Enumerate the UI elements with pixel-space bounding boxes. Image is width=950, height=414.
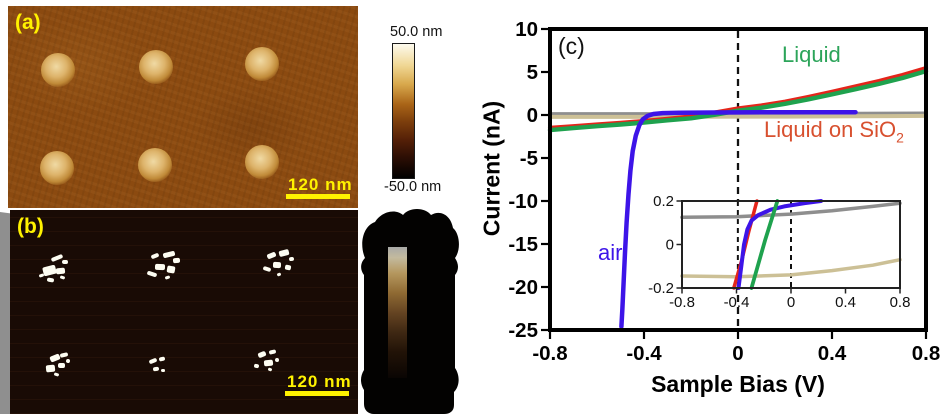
inset-x-tick-label: -0.4 bbox=[724, 294, 750, 311]
conductive-speck bbox=[57, 362, 66, 369]
nanoparticle-dot bbox=[40, 151, 74, 185]
colorbar-min-label: -50.0 nm bbox=[384, 179, 442, 195]
colorbar-gradient bbox=[392, 43, 415, 179]
y-axis-tick-label: -15 bbox=[508, 233, 538, 256]
nanoparticle-dot bbox=[245, 47, 279, 81]
y-axis-tick-label: -5 bbox=[520, 147, 538, 170]
conductive-speck bbox=[263, 359, 274, 367]
conductive-speck bbox=[268, 349, 277, 355]
conductive-speck bbox=[53, 372, 60, 377]
current-colorbar-gradient bbox=[388, 247, 407, 378]
y-axis-tick-label: -20 bbox=[508, 276, 538, 299]
conductive-speck bbox=[38, 273, 45, 278]
legend-liquid-on-sio2: Liquid on SiO2 bbox=[764, 117, 904, 146]
legend-air: air bbox=[598, 240, 623, 265]
sio2-subscript: 2 bbox=[896, 129, 904, 146]
conductive-speck bbox=[150, 252, 160, 260]
conductive-speck bbox=[42, 264, 57, 277]
x-axis-tick-label: -0.8 bbox=[532, 342, 567, 365]
panel-c-label: (c) bbox=[558, 33, 585, 59]
conductive-speck bbox=[55, 267, 66, 275]
inset-y-tick-label: -0.2 bbox=[648, 280, 674, 297]
scalebar-a-bar bbox=[286, 194, 350, 199]
x-axis-tick-label: 0.8 bbox=[912, 342, 941, 365]
conductive-speck bbox=[266, 251, 277, 260]
panel-b-label: (b) bbox=[17, 215, 44, 238]
plot-border bbox=[548, 27, 928, 332]
curve-air-blue bbox=[619, 109, 858, 329]
inset-x-tick-label: -0.8 bbox=[669, 294, 695, 311]
conductive-speck bbox=[166, 265, 176, 274]
conductive-speck bbox=[164, 275, 171, 280]
conductive-speck bbox=[45, 364, 56, 373]
conductive-speck bbox=[46, 277, 55, 283]
conductive-speck bbox=[262, 265, 272, 273]
legend-liquid: Liquid bbox=[782, 42, 841, 67]
conductive-speck bbox=[146, 270, 158, 278]
inset-curve-air-blue bbox=[736, 199, 823, 290]
conductive-speck bbox=[160, 368, 166, 373]
inset-x-tick-label: 0.4 bbox=[835, 294, 856, 311]
inset-curve-flat-gray bbox=[680, 201, 902, 220]
nanoparticle-dot bbox=[41, 53, 75, 87]
panel-a-label: (a) bbox=[15, 11, 41, 34]
inset-x-tick-label: 0 bbox=[787, 294, 795, 311]
conductive-speck bbox=[59, 275, 66, 280]
scalebar-b-label: 120 nm bbox=[287, 372, 352, 391]
x-axis-title: Sample Bias (V) bbox=[651, 371, 825, 397]
conductive-speck bbox=[288, 256, 295, 262]
conductive-speck bbox=[59, 352, 69, 358]
blob-silhouette bbox=[361, 209, 459, 414]
inset-curve-flat-tan bbox=[680, 257, 902, 279]
conductive-speck bbox=[65, 358, 71, 364]
conductive-speck bbox=[276, 272, 282, 277]
conductive-speck bbox=[274, 357, 280, 363]
nanoparticle-dot bbox=[139, 50, 173, 84]
current-map-panel: (b) 120 nm bbox=[10, 210, 358, 414]
conductive-speck bbox=[278, 248, 290, 258]
conductive-speck bbox=[172, 257, 181, 264]
conductive-speck bbox=[158, 356, 166, 362]
conductive-speck bbox=[148, 357, 158, 365]
scalebar-a-label: 120 nm bbox=[288, 175, 353, 194]
conductive-speck bbox=[61, 259, 69, 265]
y-axis-tick-label: -25 bbox=[508, 319, 538, 342]
x-axis-tick-label: -0.4 bbox=[626, 342, 662, 365]
iv-chart-canvas: 0.20-0.2-0.8 -0.4 0 0.4 0.81050-5-10-15-20-2… bbox=[508, 18, 941, 365]
inset-y-tick-label: 0.2 bbox=[653, 193, 674, 210]
current-colorbar-blob bbox=[361, 209, 459, 414]
x-axis-tick-label: 0.4 bbox=[818, 342, 847, 365]
scalebar-b: 120 nm bbox=[285, 372, 352, 396]
x-axis-tick-label: 0 bbox=[732, 342, 743, 365]
y-axis-title: Current (nA) bbox=[478, 100, 505, 237]
conductive-speck bbox=[267, 367, 273, 372]
inset-curve-liquid-green bbox=[749, 199, 780, 290]
scalebar-a: 120 nm bbox=[286, 175, 353, 199]
iv-chart-panel: 0.2 0 -0.2 -0.8 -0.4 0 0.4 0.8 10 5 0 -5 -10 -15 -20 -2… bbox=[470, 0, 950, 414]
conductive-speck bbox=[154, 263, 166, 271]
y-axis-tick-label: -10 bbox=[508, 190, 538, 213]
conductive-speck bbox=[152, 366, 160, 372]
conductive-speck bbox=[284, 264, 292, 271]
colorbar-max-label: 50.0 nm bbox=[390, 24, 443, 40]
inset-y-tick-label: 0 bbox=[666, 237, 674, 254]
afm-topography-panel: (a) 120 nm bbox=[8, 6, 358, 208]
nanoparticle-dot bbox=[138, 148, 172, 182]
nanoparticle-dot bbox=[245, 145, 279, 179]
y-axis-tick-label: 10 bbox=[515, 18, 538, 41]
scalebar-b-bar bbox=[285, 391, 349, 396]
y-axis-tick-label: 5 bbox=[527, 61, 538, 84]
height-colorbar: 50.0 nm -50.0 nm bbox=[384, 24, 450, 196]
inset-x-tick-label: 0.8 bbox=[890, 294, 911, 311]
conductive-speck bbox=[253, 363, 260, 369]
conductive-speck bbox=[257, 350, 267, 359]
conductive-speck bbox=[272, 261, 282, 269]
y-axis-tick-label: 0 bbox=[527, 104, 538, 127]
